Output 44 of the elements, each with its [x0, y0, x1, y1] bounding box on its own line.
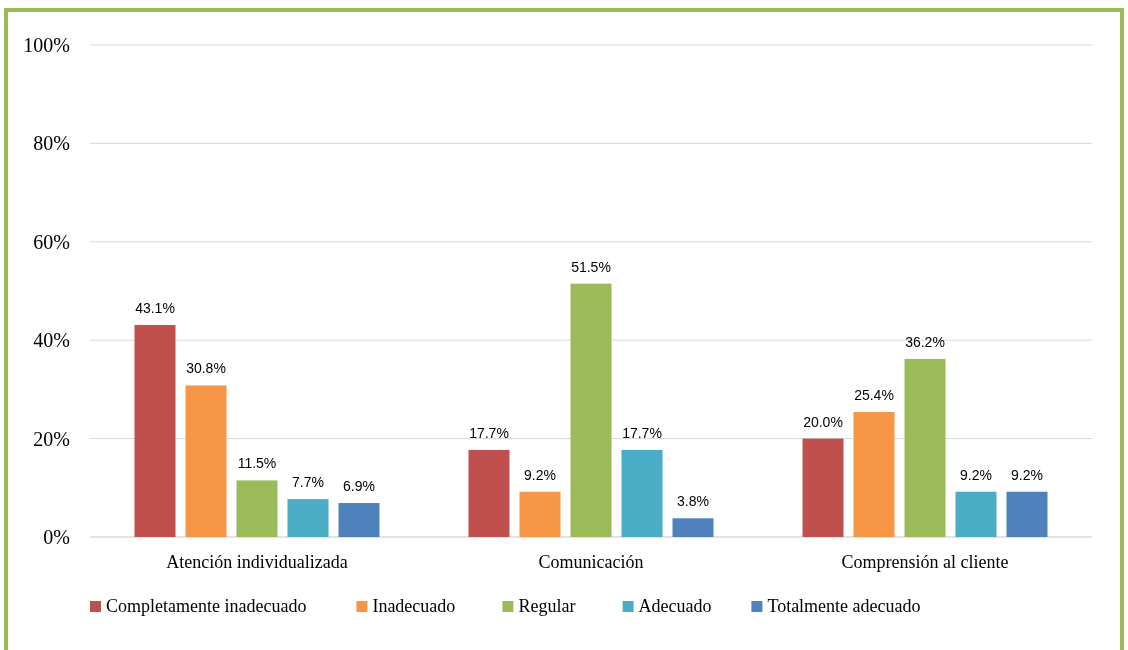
data-label: 11.5% — [237, 455, 277, 472]
bar — [287, 499, 329, 537]
data-label: 25.4% — [854, 387, 894, 404]
data-label: 17.7% — [622, 424, 662, 441]
data-label: 30.8% — [186, 360, 226, 377]
data-label: 6.9% — [343, 478, 375, 495]
bar — [853, 412, 895, 537]
x-tick-label: Comunicación — [538, 552, 644, 572]
bar — [236, 480, 278, 537]
legend-label: Totalmente adecuado — [767, 596, 921, 616]
bar — [338, 503, 380, 537]
bar — [519, 491, 561, 537]
data-label: 17.7% — [469, 424, 509, 441]
y-tick-label: 80% — [33, 132, 70, 155]
bar — [1006, 491, 1048, 537]
legend-label: Regular — [518, 596, 576, 616]
bar — [468, 449, 510, 537]
bar — [955, 491, 997, 537]
data-label: 9.2% — [960, 466, 992, 483]
legend-label: Inadecuado — [372, 596, 456, 616]
bar — [621, 449, 663, 537]
data-label: 7.7% — [292, 474, 324, 491]
data-label: 9.2% — [524, 466, 556, 483]
y-tick-label: 0% — [43, 526, 70, 548]
y-tick-label: 40% — [33, 329, 70, 352]
bar — [570, 283, 612, 537]
data-label: 51.5% — [571, 258, 611, 275]
bar — [802, 438, 844, 537]
bar — [904, 358, 946, 537]
x-tick-label: Comprensión al cliente — [841, 552, 1009, 572]
x-tick-label: Atención individualizada — [166, 552, 348, 572]
legend-label: Adecuado — [638, 596, 712, 616]
y-tick-label: 60% — [33, 230, 70, 253]
bar — [185, 385, 227, 537]
data-label: 36.2% — [905, 333, 945, 350]
data-label: 20.0% — [803, 413, 843, 430]
data-label: 9.2% — [1011, 466, 1043, 483]
y-tick-label: 20% — [33, 427, 70, 450]
y-tick-label: 100% — [23, 34, 70, 56]
data-label: 3.8% — [677, 493, 709, 510]
data-label: 43.1% — [135, 299, 175, 316]
legend-label: Completamente inadecuado — [106, 596, 307, 616]
bar — [134, 324, 176, 537]
bar — [672, 518, 714, 537]
